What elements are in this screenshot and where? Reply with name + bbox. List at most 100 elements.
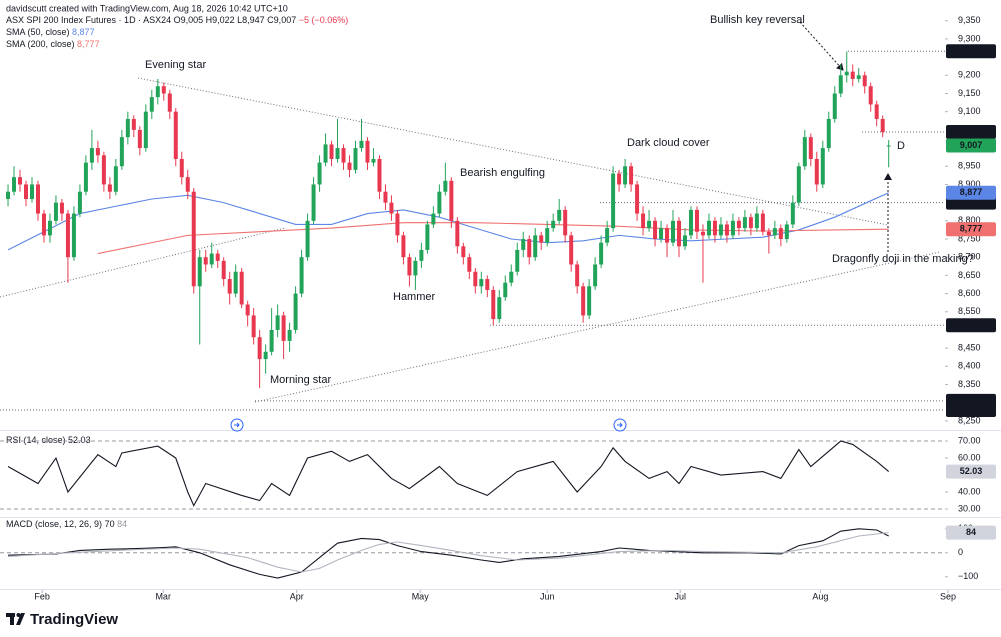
candle-body	[65, 213, 70, 258]
candle-body	[389, 202, 394, 214]
legend-value: 84	[117, 519, 127, 529]
candle-body	[461, 246, 466, 258]
y-tick-label: 30.00	[958, 503, 981, 513]
y-tick-label: 70.00	[958, 435, 981, 445]
candle-body	[742, 217, 747, 229]
y-tick-label: 8,800	[958, 215, 981, 225]
x-tick-label: Apr	[290, 591, 304, 601]
annotation: Evening star	[145, 59, 206, 71]
candle-body	[125, 118, 130, 138]
candle-body	[497, 297, 502, 320]
candle-body	[131, 118, 136, 130]
candle-body	[479, 279, 484, 287]
price-badge	[946, 222, 996, 237]
candle-body	[101, 155, 106, 185]
price-badge	[946, 185, 996, 200]
annotation: Bullish key reversal	[710, 14, 805, 26]
candle-body	[593, 264, 598, 287]
candle-body	[754, 213, 759, 229]
candle-body	[868, 86, 873, 105]
panel-title: MACD (close, 12, 26, 9)	[6, 519, 102, 529]
candle-body	[533, 235, 538, 258]
candle-body	[503, 282, 508, 298]
price-badge-label: 8,777	[960, 224, 983, 234]
candle-body	[353, 148, 358, 170]
price-badge	[946, 318, 996, 333]
candle-body	[437, 191, 442, 214]
candle-body	[383, 191, 388, 203]
candle-body	[35, 184, 40, 214]
candle-body	[245, 304, 250, 316]
candle-body	[161, 86, 166, 94]
candle-body	[209, 253, 214, 265]
candle-body	[377, 158, 382, 192]
x-tick-label: Sep	[940, 591, 956, 601]
candle-body	[59, 202, 64, 214]
candle-body	[53, 202, 58, 221]
x-tick-label: Mar	[155, 591, 171, 601]
candle-body	[623, 166, 628, 185]
candle-body	[269, 329, 274, 352]
legend-name: SMA (200, close)	[6, 39, 75, 49]
candle-body	[419, 249, 424, 261]
candle-body	[515, 249, 520, 272]
annotation: Bearish engulfing	[460, 167, 545, 179]
y-tick-label: 8,750	[958, 233, 981, 243]
candle-body	[179, 158, 184, 178]
candle-body	[491, 289, 496, 320]
candle-body	[299, 257, 304, 294]
price-badge	[946, 525, 996, 540]
candle-body	[173, 111, 178, 159]
y-tick-label: 8,950	[958, 161, 981, 171]
candle-body	[635, 184, 640, 214]
candle-body	[395, 213, 400, 236]
candle-body	[880, 118, 885, 133]
candle-body	[772, 228, 777, 236]
change-value: −5 (−0.06%)	[299, 15, 349, 25]
trend-line	[137, 77, 889, 226]
x-tick-label: Jun	[540, 591, 555, 601]
candle-body	[47, 220, 52, 236]
candle-body	[527, 239, 532, 258]
candle-body	[191, 191, 196, 287]
candle-body	[119, 137, 124, 167]
candle-body	[359, 140, 364, 149]
candle-body	[796, 166, 801, 203]
candle-body	[647, 220, 652, 229]
macd-legend: MACD (close, 12, 26, 9) 70 84	[6, 519, 127, 529]
price-badge-label: 9,266	[960, 46, 983, 56]
candle-body	[371, 158, 376, 163]
candle-body	[335, 148, 340, 159]
candle-body	[323, 144, 328, 163]
candle-body	[221, 260, 226, 280]
candle-body	[293, 293, 298, 330]
annotation-arrow	[799, 21, 844, 71]
candle-body	[790, 202, 795, 225]
annotation: Morning star	[270, 374, 331, 386]
rsi-legend: RSI (14, close) 52.03	[6, 435, 91, 445]
candle-body	[850, 71, 855, 79]
candle-body	[365, 140, 370, 163]
y-tick-label: −100	[958, 571, 978, 581]
annotation: Dark cloud cover	[627, 137, 710, 149]
x-tick-label: Feb	[34, 591, 50, 601]
trend-line	[0, 227, 286, 298]
candle-body	[826, 118, 831, 149]
price-badge-label: 8,305	[960, 395, 983, 405]
drawing-layer	[0, 21, 1001, 590]
y-tick-label: 9,100	[958, 106, 981, 116]
candle-body	[862, 75, 867, 87]
candle-body	[263, 351, 268, 360]
candle-body	[257, 337, 262, 360]
y-tick-label: 8,650	[958, 270, 981, 280]
logo-part	[16, 613, 25, 625]
candle-body	[677, 220, 682, 247]
candle-body	[736, 220, 741, 229]
candle-body	[760, 213, 765, 232]
candle-body	[197, 257, 202, 287]
candle-body	[557, 209, 562, 221]
candle-body	[581, 286, 586, 316]
candle-body	[832, 93, 837, 119]
legend-value: 70	[105, 519, 115, 529]
x-tick-label: Jul	[674, 591, 686, 601]
